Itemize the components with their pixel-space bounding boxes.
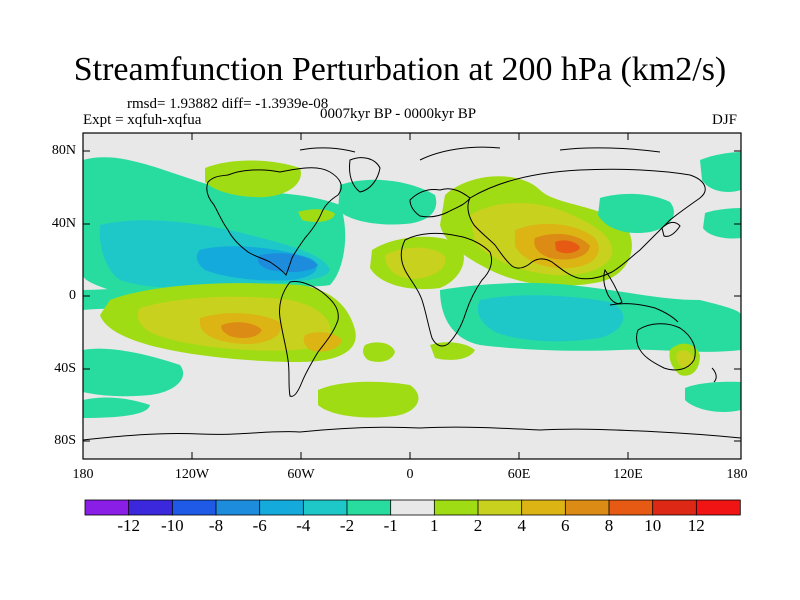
coast-north-america	[206, 167, 342, 276]
colorbar-tick-label: -6	[252, 516, 267, 535]
lon-label-180e: 180	[726, 467, 748, 482]
contour-ne-green	[703, 208, 741, 239]
contour-sahara-yellow	[385, 247, 446, 279]
contour-sopac-green	[83, 348, 184, 397]
contour-tibet-core	[555, 240, 580, 254]
contour-nwpac-green	[700, 152, 741, 192]
colorbar-tick-label: -1	[383, 516, 398, 535]
contour-field	[83, 133, 741, 459]
lon-label-180w: 180	[72, 467, 94, 482]
lat-label-eq: 0	[69, 288, 76, 303]
colorbar-swatch	[171, 499, 217, 516]
colorbar-swatch	[390, 499, 436, 516]
lat-label-80s: 80S	[54, 433, 76, 448]
contour-aus-yellow	[676, 350, 694, 368]
contour-npac-core	[257, 253, 318, 273]
colorbar-swatch	[433, 499, 479, 516]
lon-label-120w: 120W	[174, 467, 210, 482]
colorbar-tick-label: 6	[561, 516, 570, 535]
contour-satl-green	[318, 381, 419, 418]
colorbar-swatch	[652, 499, 698, 516]
season-label: DJF	[712, 112, 738, 128]
coast-indonesia	[609, 303, 679, 323]
colorbar-swatch	[215, 499, 261, 516]
colorbar-tick-label: 4	[517, 516, 526, 535]
coast-japan	[661, 221, 681, 237]
lat-label-80n: 80N	[51, 143, 76, 158]
lon-label-120e: 120E	[613, 467, 643, 482]
contour-spac-dark	[221, 322, 262, 338]
lon-label-60w: 60W	[287, 467, 315, 482]
coast-greenland	[349, 157, 381, 193]
coast-indochina	[603, 268, 623, 305]
coastlines	[83, 146, 741, 441]
colorbar-tick-label: 8	[604, 516, 614, 535]
contour-sopac-green2	[83, 397, 150, 418]
colorbar-tick-label: -8	[208, 516, 224, 535]
colorbar	[84, 499, 741, 516]
colorbar-swatch	[521, 499, 567, 516]
experiment-label: Expt = xqfuh-xqfua	[83, 112, 202, 128]
contour-safr-green	[430, 342, 475, 360]
coast-arctic	[299, 146, 661, 161]
colorbar-swatch	[302, 499, 348, 516]
contour-nepac-green	[598, 193, 674, 234]
coast-africa	[400, 232, 493, 347]
colorbar-swatch	[128, 499, 174, 516]
colorbar-tick-label: 10	[644, 516, 662, 535]
colorbar-tick-label: -10	[160, 516, 184, 535]
colorbar-swatch	[564, 499, 610, 516]
colorbar-tick-label: 1	[430, 516, 439, 535]
contour-satl-green2	[363, 342, 395, 362]
colorbar-swatch	[477, 499, 523, 516]
contour-sam-orange	[303, 332, 342, 352]
map-frame	[82, 132, 742, 460]
rmsd-stats: rmsd= 1.93882 diff= -1.3939e-08	[127, 96, 329, 112]
coast-australia	[636, 323, 696, 371]
colorbar-swatch	[346, 499, 392, 516]
colorbar-swatch	[695, 499, 741, 516]
contour-indian-blue	[477, 295, 624, 342]
coast-south-america	[279, 281, 339, 397]
period-label: 0007kyr BP - 0000kyr BP	[320, 106, 477, 122]
colorbar-swatch	[608, 499, 654, 516]
colorbar-tick-label: -4	[296, 516, 311, 535]
contour-sopac-east	[685, 381, 741, 412]
contour-nna-green	[205, 160, 301, 198]
colorbar-tick-label: -2	[339, 516, 355, 535]
lat-label-40s: 40S	[54, 361, 76, 376]
lon-label-60e: 60E	[507, 467, 531, 482]
colorbar-tick-label: 12	[687, 516, 705, 535]
lat-label-40n: 40N	[51, 216, 76, 231]
colorbar-tick-label: -12	[117, 516, 141, 535]
map-title: Streamfunction Perturbation at 200 hPa (…	[73, 51, 727, 88]
coast-nz	[711, 367, 717, 383]
coast-europe	[409, 188, 471, 218]
colorbar-tick-label: 2	[473, 516, 483, 535]
colorbar-swatch	[259, 499, 305, 516]
colorbar-swatch	[84, 499, 130, 516]
lon-label-0: 0	[406, 467, 414, 482]
coast-antarctica	[83, 426, 741, 441]
contour-nna-green2	[298, 209, 335, 222]
